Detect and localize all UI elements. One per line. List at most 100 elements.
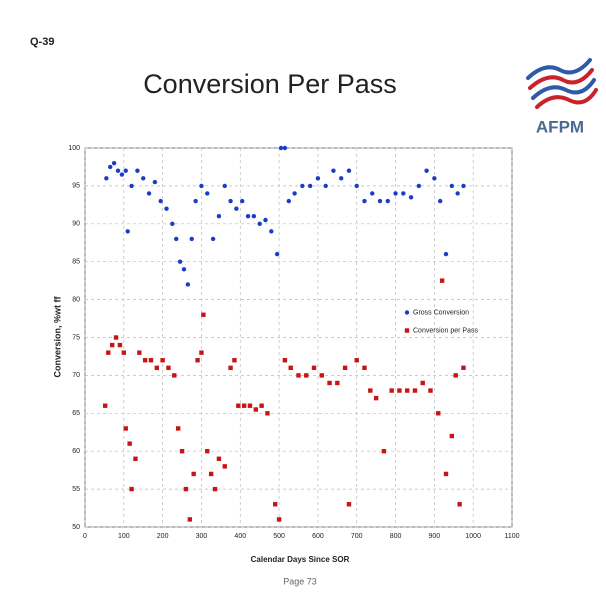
data-point	[212, 486, 218, 492]
data-point	[346, 168, 352, 173]
data-point	[137, 350, 142, 355]
data-point	[117, 342, 123, 348]
data-point	[300, 183, 305, 189]
data-point	[183, 486, 189, 492]
data-point	[106, 350, 111, 355]
data-point	[222, 183, 227, 189]
data-point	[199, 183, 204, 189]
data-point	[354, 183, 359, 189]
data-point	[443, 471, 449, 477]
data-point	[265, 411, 270, 416]
data-point	[370, 191, 375, 196]
data-point	[174, 236, 179, 242]
data-point	[109, 342, 115, 348]
y-tick-label: 85	[72, 259, 80, 266]
data-point	[282, 358, 288, 363]
page-footer: Page 73	[283, 576, 317, 586]
data-point	[315, 176, 321, 181]
x-tick-label: 1000	[465, 533, 481, 540]
data-point	[251, 214, 257, 219]
data-point	[179, 449, 185, 454]
y-tick-label: 80	[72, 296, 80, 303]
data-point	[428, 388, 433, 393]
data-point	[241, 403, 247, 408]
data-point	[245, 214, 251, 219]
data-point	[240, 198, 245, 204]
data-point	[232, 358, 237, 363]
data-point	[216, 456, 222, 461]
x-tick-label: 600	[312, 533, 324, 540]
legend-marker	[404, 328, 410, 333]
legend-label: Conversion per Pass	[413, 327, 478, 334]
logo-flag	[526, 58, 598, 109]
x-tick-label: 800	[390, 533, 402, 540]
data-point	[273, 502, 278, 507]
data-point	[335, 380, 340, 386]
data-point	[253, 407, 258, 412]
data-point	[327, 380, 332, 386]
data-point	[311, 365, 317, 371]
data-point	[205, 191, 210, 196]
data-point	[115, 168, 121, 173]
data-point	[152, 179, 158, 185]
data-point	[323, 183, 328, 189]
data-point	[247, 403, 253, 408]
data-point	[439, 278, 445, 283]
data-point	[296, 373, 301, 378]
data-point	[228, 365, 233, 371]
data-point	[457, 502, 462, 507]
x-tick-label: 1100	[504, 533, 519, 540]
data-point	[432, 176, 437, 181]
x-tick-label: 900	[429, 533, 441, 540]
data-point	[381, 449, 387, 454]
data-point	[201, 312, 206, 317]
data-point	[129, 183, 134, 189]
data-point	[404, 388, 410, 393]
y-tick-label: 90	[72, 221, 80, 228]
data-point	[424, 168, 429, 173]
data-point	[154, 365, 160, 371]
data-point	[449, 183, 455, 189]
data-point	[181, 267, 187, 272]
data-point	[339, 176, 344, 181]
data-point	[191, 471, 196, 477]
chart-title: Conversion Per Pass	[143, 69, 397, 99]
data-point	[148, 358, 154, 363]
data-point	[175, 426, 181, 431]
data-point	[393, 191, 398, 196]
data-point	[416, 183, 422, 189]
data-point	[436, 411, 441, 416]
data-point	[236, 403, 241, 408]
data-point	[455, 191, 460, 196]
data-point	[108, 164, 113, 170]
data-point	[170, 221, 175, 226]
data-point	[461, 365, 466, 371]
data-point	[135, 168, 140, 173]
data-point	[129, 486, 134, 492]
slide-number: Q-39	[30, 36, 54, 48]
data-point	[461, 183, 466, 189]
data-point	[288, 365, 293, 371]
data-point	[189, 236, 194, 242]
data-point	[141, 176, 146, 181]
data-point	[437, 198, 443, 204]
data-point	[276, 517, 282, 522]
data-point	[385, 198, 390, 204]
x-tick-label: 300	[196, 533, 208, 540]
data-point	[121, 350, 127, 355]
data-point	[269, 229, 274, 234]
data-point	[286, 198, 291, 204]
data-point	[125, 229, 130, 234]
data-point	[208, 471, 214, 477]
data-point	[412, 388, 418, 393]
data-point	[146, 191, 152, 196]
legend-marker	[404, 310, 410, 315]
data-point	[373, 395, 379, 401]
y-tick-label: 60	[72, 448, 80, 455]
x-tick-label: 100	[118, 533, 130, 540]
data-point	[187, 517, 193, 522]
data-point	[354, 358, 359, 363]
data-point	[104, 176, 109, 181]
data-point	[123, 168, 128, 173]
data-point	[127, 441, 132, 446]
